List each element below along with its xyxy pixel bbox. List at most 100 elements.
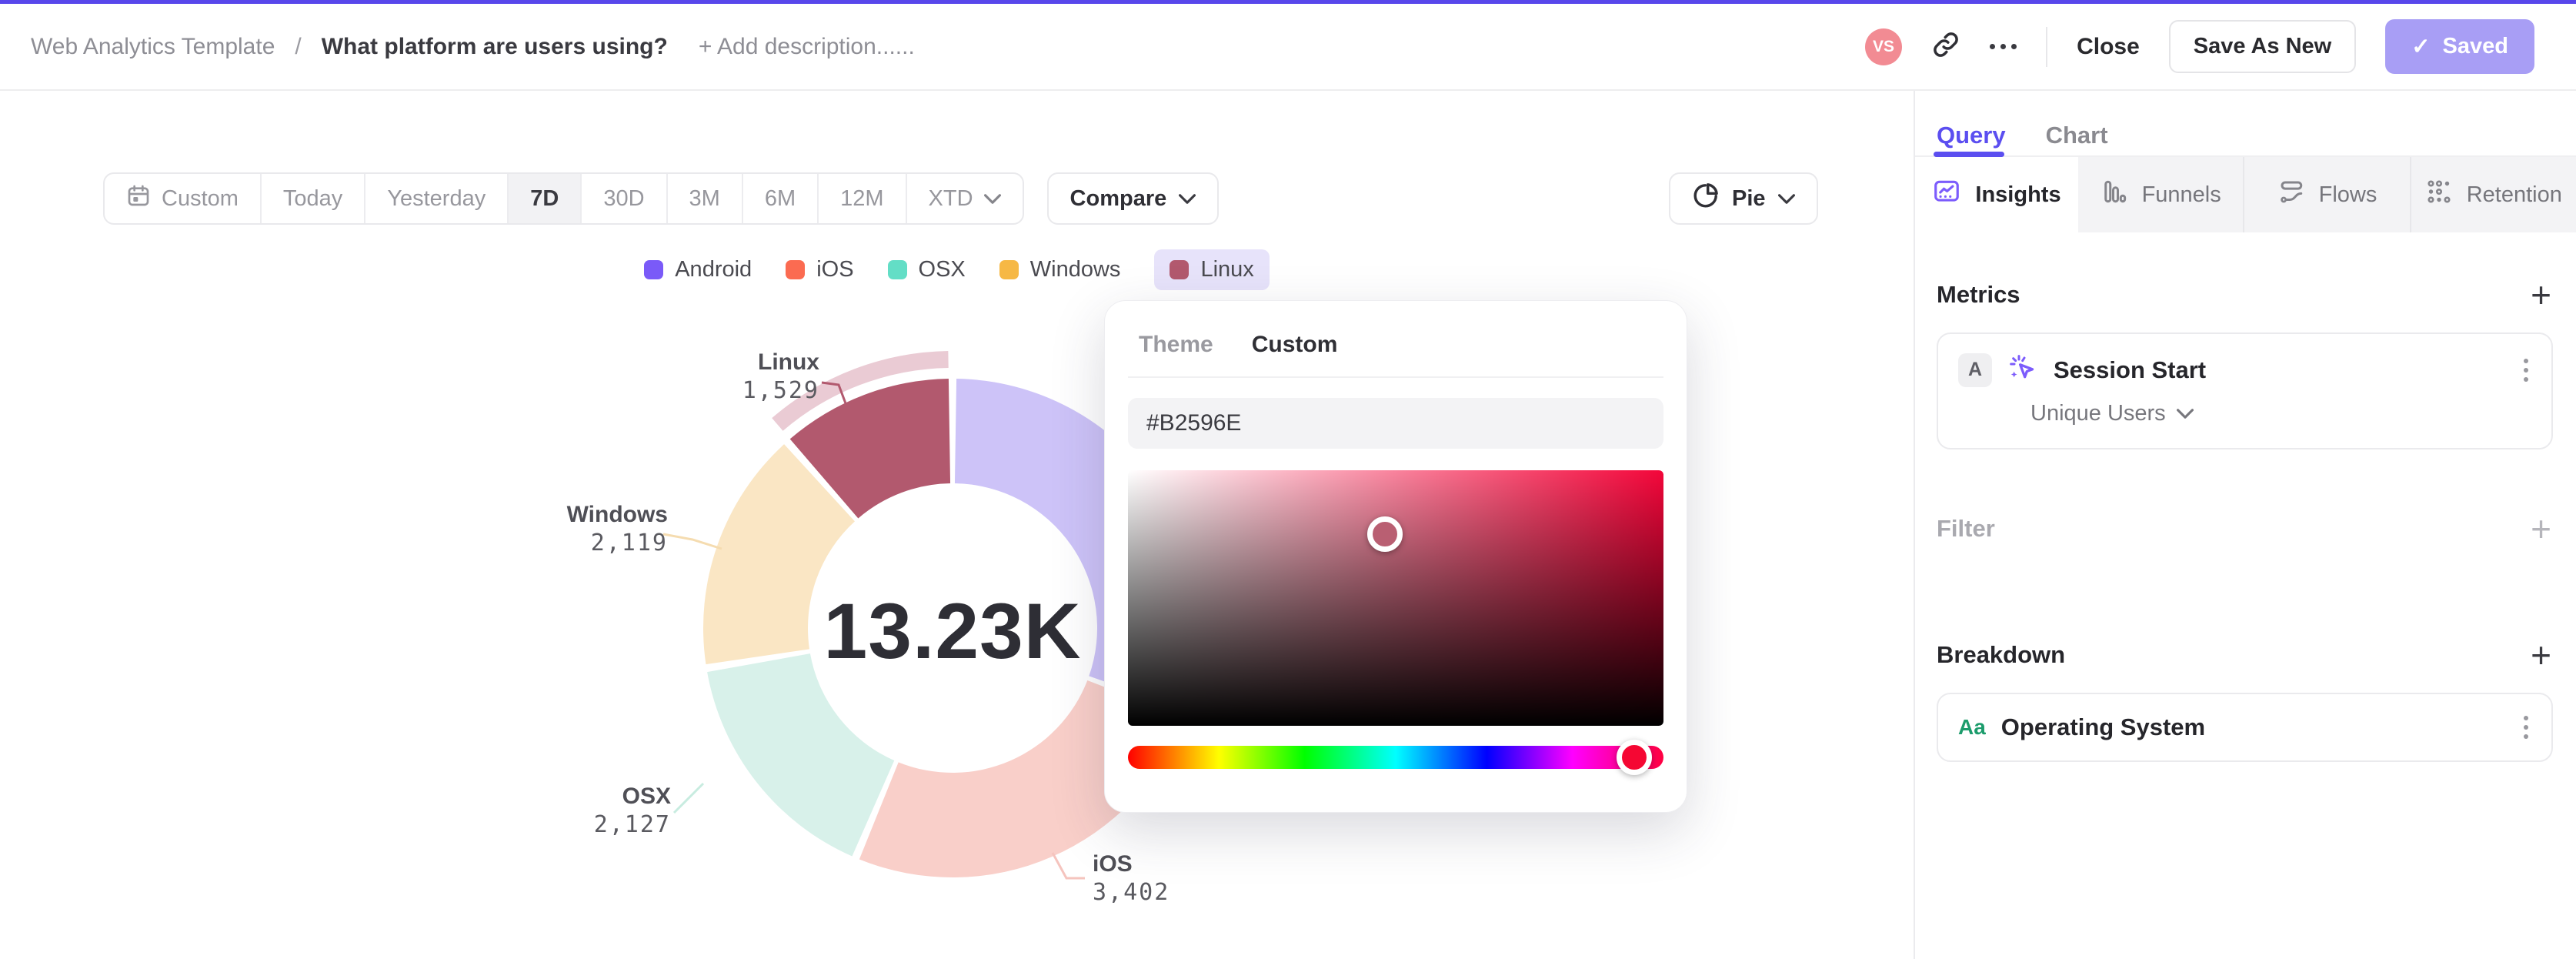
- chart-panel: Custom Today Yesterday 7D 30D 3M 6M 12M …: [0, 91, 1914, 959]
- donut-slice-osx[interactable]: [707, 653, 895, 857]
- chevron-down-icon: [2176, 409, 2194, 419]
- range-30d[interactable]: 30D: [582, 174, 668, 223]
- range-today[interactable]: Today: [262, 174, 366, 223]
- chart-legend: Android iOS OSX Windows Linux: [0, 249, 1914, 290]
- windows-leader-line: [662, 533, 722, 550]
- slice-label-osx: OSX 2,127: [593, 784, 671, 838]
- tab-theme[interactable]: Theme: [1139, 332, 1213, 357]
- tab-query[interactable]: Query: [1934, 122, 2006, 157]
- aggregation-dropdown[interactable]: Unique Users: [2030, 401, 2531, 426]
- hue-slider-handle[interactable]: [1616, 740, 1652, 775]
- header-actions: VS Close Save As New ✓ Saved: [1865, 19, 2534, 74]
- osx-leader-line: [672, 782, 705, 814]
- metrics-section-header: Metrics +: [1915, 277, 2576, 312]
- saturation-area[interactable]: [1128, 470, 1663, 726]
- share-link-button[interactable]: [1931, 30, 1960, 63]
- slice-label-linux: Linux 1,529: [742, 349, 819, 404]
- breakdown-section-header: Breakdown +: [1915, 637, 2576, 673]
- compare-button[interactable]: Compare: [1046, 172, 1220, 225]
- breakdown-label: Operating System: [2000, 713, 2206, 740]
- breadcrumb: Web Analytics Template / What platform a…: [31, 34, 915, 60]
- top-accent-strip: [0, 0, 2576, 4]
- range-xtd[interactable]: XTD: [907, 174, 1023, 223]
- add-description-button[interactable]: + Add description......: [698, 33, 915, 59]
- breakdown-kebab-menu[interactable]: [2521, 713, 2531, 742]
- more-menu-button[interactable]: [1990, 44, 2017, 49]
- date-toolbar: Custom Today Yesterday 7D 30D 3M 6M 12M …: [103, 172, 1220, 225]
- breakdown-card[interactable]: Aa Operating System: [1937, 693, 2553, 762]
- range-6m[interactable]: 6M: [743, 174, 819, 223]
- filter-title: Filter: [1937, 515, 1995, 542]
- funnel-bars-icon: [2101, 178, 2128, 212]
- date-range-group: Custom Today Yesterday 7D 30D 3M 6M 12M …: [103, 172, 1024, 225]
- range-custom[interactable]: Custom: [105, 174, 262, 223]
- add-breakdown-button[interactable]: +: [2531, 635, 2551, 675]
- avatar[interactable]: VS: [1865, 28, 1903, 65]
- pie-chart-icon: [1692, 182, 1720, 216]
- dots-grid-icon: [2425, 178, 2453, 212]
- donut-slice-linux[interactable]: [789, 379, 951, 519]
- link-icon: [1931, 30, 1960, 63]
- range-yesterday[interactable]: Yesterday: [365, 174, 509, 223]
- tab-funnels[interactable]: Funnels: [2078, 157, 2245, 232]
- query-sidebar: Query Chart Insights Funnels Flows: [1914, 91, 2576, 959]
- legend-item-ios[interactable]: iOS: [786, 249, 854, 290]
- tab-custom[interactable]: Custom: [1251, 332, 1338, 357]
- tab-flows[interactable]: Flows: [2244, 157, 2411, 232]
- close-button[interactable]: Close: [2077, 33, 2140, 59]
- breadcrumb-separator: /: [295, 33, 302, 59]
- calendar-icon: [126, 183, 151, 214]
- save-as-new-button[interactable]: Save As New: [2168, 20, 2357, 73]
- header: Web Analytics Template / What platform a…: [0, 4, 2576, 91]
- add-filter-button[interactable]: +: [2531, 509, 2551, 549]
- chevron-down-icon: [1179, 193, 1196, 204]
- metric-label: Session Start: [2054, 356, 2207, 383]
- saturation-cursor[interactable]: [1367, 516, 1403, 552]
- saved-label: Saved: [2442, 34, 2508, 58]
- linux-swatch: [1170, 260, 1190, 279]
- filter-section-header: Filter +: [1915, 511, 2576, 546]
- linux-leader-line: [821, 381, 847, 404]
- sidebar-tabs: Query Chart: [1915, 91, 2576, 157]
- donut-slice-windows[interactable]: [703, 444, 855, 665]
- slice-highlight-band-linux: [772, 351, 949, 431]
- breadcrumb-root[interactable]: Web Analytics Template: [31, 33, 275, 59]
- tab-insights[interactable]: Insights: [1915, 157, 2078, 232]
- hex-color-input[interactable]: #B2596E: [1128, 398, 1663, 449]
- add-metric-button[interactable]: +: [2531, 275, 2551, 315]
- insights-chart-icon: [1932, 177, 1961, 212]
- chevron-down-icon: [1777, 193, 1795, 204]
- donut-center-total: 13.23K: [823, 587, 1082, 675]
- tab-retention[interactable]: Retention: [2411, 157, 2576, 232]
- range-3m[interactable]: 3M: [668, 174, 743, 223]
- osx-swatch: [887, 260, 907, 279]
- chart-type-button[interactable]: Pie: [1669, 172, 1818, 225]
- legend-item-windows[interactable]: Windows: [999, 249, 1120, 290]
- cursor-click-icon: [2007, 353, 2038, 387]
- legend-item-linux[interactable]: Linux: [1154, 249, 1270, 290]
- saved-button[interactable]: ✓ Saved: [2385, 19, 2534, 74]
- range-12m[interactable]: 12M: [819, 174, 907, 223]
- series-badge: A: [1958, 353, 1992, 387]
- legend-item-android[interactable]: Android: [644, 249, 752, 290]
- insight-mode-tabs: Insights Funnels Flows Retention: [1915, 157, 2576, 232]
- flow-squiggle-icon: [2277, 178, 2305, 212]
- metrics-title: Metrics: [1937, 281, 2020, 308]
- color-picker-tabs: Theme Custom: [1128, 327, 1663, 378]
- metric-kebab-menu[interactable]: [2521, 356, 2531, 385]
- legend-item-osx[interactable]: OSX: [887, 249, 966, 290]
- header-divider: [2046, 26, 2048, 67]
- page-title[interactable]: What platform are users using?: [321, 33, 668, 59]
- slice-label-ios: iOS 3,402: [1093, 851, 1170, 906]
- metric-card[interactable]: A Session Start Unique Users: [1937, 332, 2553, 449]
- slice-label-windows: Windows 2,119: [566, 502, 668, 556]
- range-7d[interactable]: 7D: [509, 174, 582, 223]
- color-picker-popup: Theme Custom #B2596E: [1104, 300, 1687, 813]
- tab-chart[interactable]: Chart: [2045, 122, 2108, 149]
- ios-leader-line: [1051, 852, 1085, 880]
- breakdown-title: Breakdown: [1937, 641, 2066, 668]
- hue-slider[interactable]: [1128, 740, 1663, 775]
- donut-slice-ios[interactable]: [859, 680, 1186, 877]
- ellipsis-icon: [1990, 44, 2017, 49]
- android-swatch: [644, 260, 664, 279]
